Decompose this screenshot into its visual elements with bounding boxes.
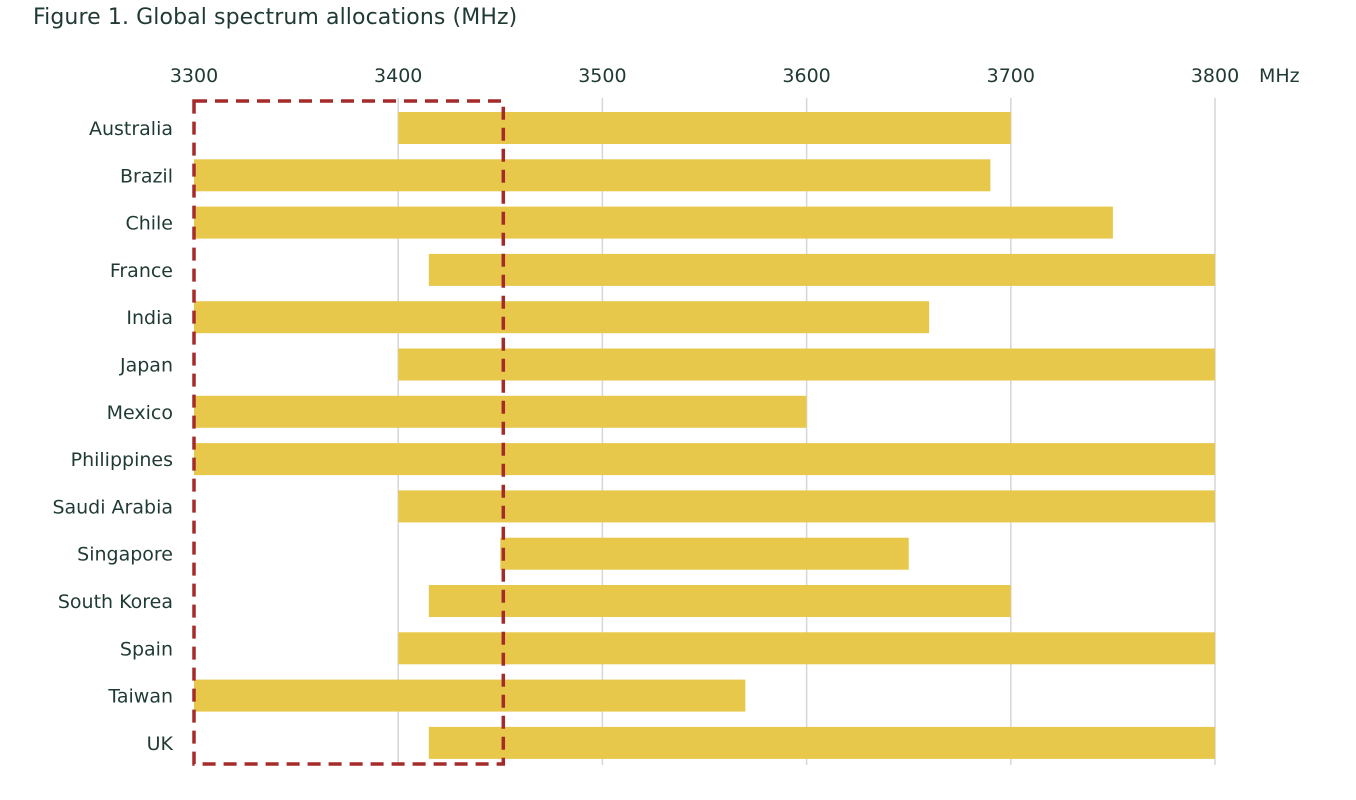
x-tick-labels: 3300 3400 3500 3600 3700 3800 MHz xyxy=(170,65,1300,87)
x-tick-label: 3300 xyxy=(170,65,218,87)
bar-philippines xyxy=(194,443,1215,476)
chart-title: Figure 1. Global spectrum allocations (M… xyxy=(33,5,518,30)
category-label: Singapore xyxy=(77,544,173,566)
category-label: Chile xyxy=(125,213,173,235)
bar-uk xyxy=(428,726,1216,759)
category-label: France xyxy=(110,260,173,282)
x-tick-label: 3600 xyxy=(782,65,830,87)
bar-taiwan xyxy=(194,679,746,712)
x-unit-label: MHz xyxy=(1259,65,1300,87)
bar-chile xyxy=(194,206,1113,239)
category-label: Australia xyxy=(89,118,173,140)
category-label: Taiwan xyxy=(107,686,173,708)
category-label: South Korea xyxy=(58,591,173,613)
category-label: Philippines xyxy=(71,449,173,471)
bar-south-korea xyxy=(428,585,1011,617)
category-label: Japan xyxy=(119,355,173,377)
x-tick-label: 3400 xyxy=(374,65,422,87)
bar-mexico xyxy=(194,395,807,428)
category-label: UK xyxy=(147,733,174,755)
x-tick-label: 3800 xyxy=(1191,65,1239,87)
highlight-region xyxy=(192,99,506,766)
bar-france xyxy=(428,253,1216,286)
category-label: Spain xyxy=(120,638,173,660)
bar-spain xyxy=(398,632,1215,665)
highlight-dashed-box xyxy=(192,99,506,766)
x-tick-label: 3700 xyxy=(987,65,1035,87)
bar-japan xyxy=(398,348,1215,381)
bar-australia xyxy=(398,112,1011,144)
category-label: Brazil xyxy=(120,165,173,187)
category-label: Mexico xyxy=(107,402,173,424)
bar-brazil xyxy=(194,159,991,192)
category-label: India xyxy=(126,307,173,329)
bar-saudi-arabia xyxy=(398,490,1215,523)
bars xyxy=(194,112,1216,759)
category-labels: Australia Brazil Chile France India Japan Mexi… xyxy=(52,118,173,755)
category-label: Saudi Arabia xyxy=(52,496,173,518)
bar-india xyxy=(194,301,930,334)
grid-lines xyxy=(397,98,1216,765)
x-tick-label: 3500 xyxy=(578,65,626,87)
bar-singapore xyxy=(500,537,909,570)
